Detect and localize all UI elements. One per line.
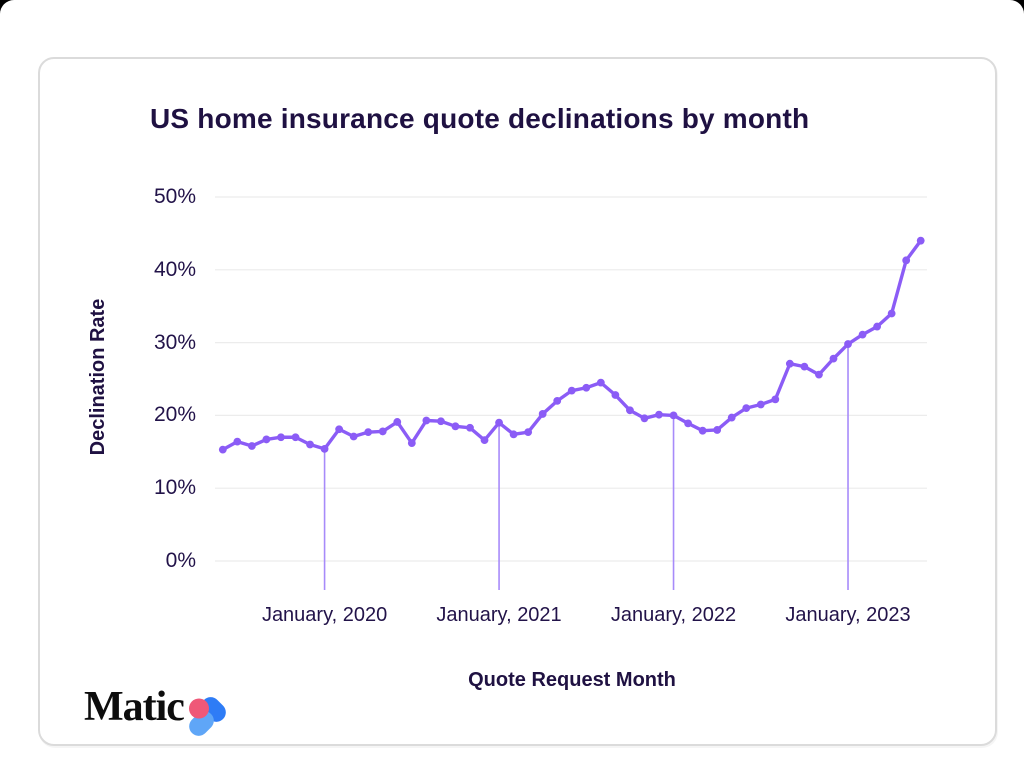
data-point-2022-08 — [771, 395, 780, 404]
data-point-2021-01 — [495, 418, 503, 427]
data-point-2020-06 — [393, 418, 402, 426]
chart-card — [38, 57, 997, 746]
data-point-2019-11 — [291, 433, 300, 442]
data-point-2020-04 — [364, 428, 373, 437]
data-point-2020-08 — [422, 416, 431, 425]
data-point-2022-11 — [815, 370, 823, 379]
data-point-2022-04 — [713, 426, 722, 434]
data-point-2023-01 — [844, 340, 852, 348]
data-point-2021-02 — [509, 430, 518, 439]
data-point-2022-07 — [756, 400, 765, 409]
matic-logo-text: Matic — [84, 684, 185, 730]
data-point-2022-03 — [698, 426, 707, 435]
y-tick-label-30%: 30% — [153, 330, 196, 354]
data-point-2023-02 — [858, 330, 867, 339]
data-point-2019-07 — [233, 437, 242, 446]
data-point-2020-05 — [378, 427, 387, 436]
data-point-2021-04 — [538, 410, 547, 418]
heart-pink-lobe — [188, 698, 209, 719]
data-point-2020-11 — [466, 423, 474, 432]
data-point-2019-08 — [247, 442, 256, 450]
y-tick-label-10%: 10% — [153, 476, 196, 500]
y-tick-label-50%: 50% — [153, 185, 196, 208]
data-point-2022-10 — [800, 362, 809, 371]
data-point-2020-12 — [480, 436, 489, 445]
data-point-2021-10 — [626, 406, 634, 415]
matic-heart-icon — [188, 697, 226, 736]
declination-rate-line — [221, 238, 923, 452]
data-point-2021-11 — [640, 414, 649, 423]
data-point-2021-09 — [611, 391, 620, 399]
data-point-2022-06 — [742, 404, 751, 413]
data-point-2020-09 — [437, 417, 445, 426]
data-point-2020-02 — [335, 425, 344, 434]
x-tick-label: January, 2023 — [785, 604, 911, 626]
data-point-2019-12 — [306, 440, 314, 449]
x-tick-label: January, 2020 — [261, 604, 388, 626]
data-point-2023-03 — [873, 322, 881, 331]
matic-logo: Matic — [84, 683, 228, 736]
data-point-2022-12 — [829, 354, 838, 363]
data-point-2022-05 — [727, 413, 736, 422]
data-point-2021-03 — [524, 428, 533, 437]
data-point-2019-06 — [218, 445, 227, 454]
data-point-2021-08 — [596, 378, 605, 387]
data-point-2020-10 — [451, 422, 460, 431]
x-axis-title: Quote Request Month — [468, 669, 676, 691]
data-point-2020-07 — [407, 439, 416, 447]
y-tick-label-20%: 20% — [153, 403, 196, 427]
data-point-2021-07 — [582, 383, 591, 392]
x-tick-label: January, 2021 — [436, 604, 562, 626]
data-point-2022-01 — [669, 411, 678, 420]
data-point-2023-05 — [902, 256, 911, 265]
data-point-2020-01 — [320, 444, 329, 453]
y-tick-label-40%: 40% — [153, 257, 196, 281]
data-point-2022-02 — [684, 419, 692, 428]
data-point-2023-04 — [887, 309, 896, 318]
data-point-2021-05 — [553, 396, 562, 405]
data-point-2023-06 — [916, 236, 925, 245]
y-tick-label-0%: 0% — [165, 549, 196, 572]
x-tick-label: January, 2022 — [610, 604, 737, 626]
data-point-2019-10 — [277, 433, 285, 442]
data-point-2020-03 — [349, 432, 358, 441]
data-point-2021-12 — [655, 410, 663, 419]
data-point-2019-09 — [262, 435, 271, 444]
chart-title: US home insurance quote declinations by … — [150, 103, 810, 134]
data-point-2021-06 — [567, 386, 576, 395]
data-point-2022-09 — [785, 359, 794, 368]
